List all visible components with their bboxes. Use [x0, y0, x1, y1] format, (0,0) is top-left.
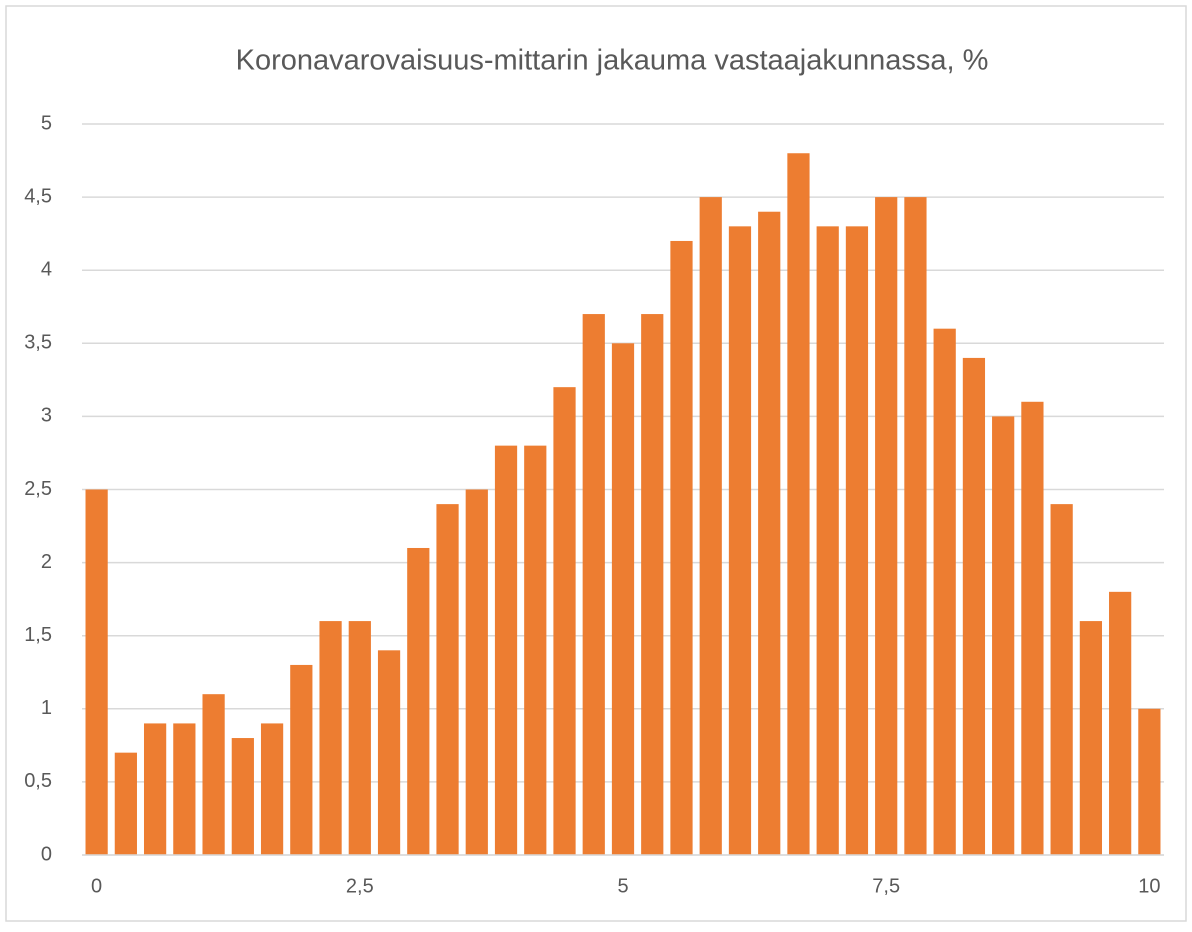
- x-tick-label: 5: [617, 875, 628, 897]
- bar: [962, 357, 986, 855]
- bar: [1109, 591, 1132, 855]
- bar: [875, 197, 898, 856]
- chart-title: Koronavarovaisuus-mittarin jakauma vasta…: [236, 45, 989, 77]
- bar: [85, 489, 108, 855]
- bar: [641, 314, 664, 855]
- bar: [992, 416, 1015, 855]
- bar: [1079, 621, 1103, 855]
- bar: [816, 226, 839, 856]
- y-tick-label: 0: [41, 843, 52, 865]
- bar: [114, 752, 137, 855]
- y-tick-label: 1,5: [24, 624, 52, 646]
- y-tick-label: 3: [41, 405, 52, 427]
- x-tick-label: 7,5: [872, 875, 900, 897]
- bar: [582, 314, 605, 855]
- bar: [290, 664, 313, 855]
- bar: [611, 343, 635, 855]
- bar: [904, 197, 927, 856]
- bar: [553, 387, 576, 855]
- y-tick-label: 5: [41, 112, 52, 134]
- bar: [728, 226, 752, 856]
- bar: [699, 197, 722, 856]
- x-tick-label: 2,5: [346, 875, 374, 897]
- bar: [319, 621, 342, 855]
- bar: [465, 489, 488, 855]
- bar: [787, 153, 810, 856]
- y-tick-label: 0,5: [24, 770, 52, 792]
- bar: [143, 723, 167, 855]
- bar: [1050, 504, 1073, 855]
- bar: [1138, 708, 1161, 855]
- bar: [231, 738, 254, 855]
- bar: [758, 211, 781, 856]
- bar: [377, 650, 401, 855]
- bar: [348, 621, 371, 855]
- y-tick-label: 3,5: [24, 332, 52, 354]
- bar: [494, 445, 518, 855]
- bar: [933, 328, 956, 855]
- bar: [173, 723, 196, 855]
- y-tick-label: 1: [41, 697, 52, 719]
- y-tick-label: 2: [41, 551, 52, 573]
- bar: [436, 504, 459, 855]
- bar: [524, 445, 547, 855]
- bar: [670, 240, 693, 855]
- y-tick-label: 4: [41, 258, 52, 280]
- bar: [845, 226, 869, 856]
- bar: [202, 694, 225, 855]
- y-tick-label: 4,5: [24, 185, 52, 207]
- x-tick-label: 10: [1138, 875, 1160, 897]
- bar: [1021, 401, 1044, 855]
- x-tick-label: 0: [91, 875, 102, 897]
- y-tick-label: 2,5: [24, 478, 52, 500]
- bar: [260, 723, 284, 855]
- bar: [407, 547, 430, 855]
